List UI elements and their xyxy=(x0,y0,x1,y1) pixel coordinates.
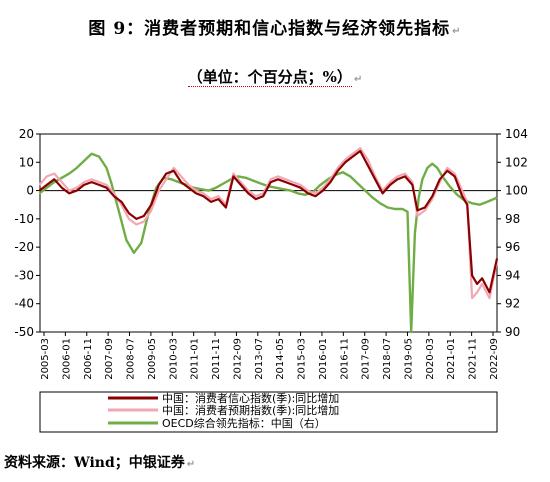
x-tick-label: 2006-01 xyxy=(61,338,72,380)
legend-label-consumer-confidence: 中国：消费者信心指数(季):同比增加 xyxy=(162,391,339,405)
x-tick-label: 2017-09 xyxy=(361,338,372,380)
series-group xyxy=(38,147,499,334)
right-tick-label: 98 xyxy=(505,212,520,226)
x-tick-label: 2021-11 xyxy=(468,338,479,380)
right-tick-label: 92 xyxy=(505,297,520,311)
x-tick-label: 2021-01 xyxy=(446,338,457,380)
chart-subtitle: （单位：个百分点；%） ↵ xyxy=(187,68,363,87)
x-tick-label: 2012-09 xyxy=(232,338,243,380)
right-axis: 104 102 100 98 96 94 92 90 xyxy=(497,127,528,339)
left-axis: 20 10 0 -10 -20 -30 -40 -50 xyxy=(14,127,40,339)
right-tick-label: 100 xyxy=(505,184,528,198)
x-tick-label: 2010-03 xyxy=(168,338,179,380)
left-tick-label: -20 xyxy=(14,240,34,254)
left-tick-label: -30 xyxy=(14,268,34,282)
x-tick-label: 2009-05 xyxy=(147,338,158,380)
x-tick-label: 2014-05 xyxy=(275,338,286,380)
plot-frame xyxy=(39,133,498,333)
left-tick-label: 20 xyxy=(19,127,34,141)
legend-label-consumer-expectation: 中国：消费者预期指数(季):同比增加 xyxy=(162,403,339,417)
x-axis: 2005-03 2006-01 2006-11 2007-09 2008-07 2009-… xyxy=(40,332,500,380)
right-tick-label: 90 xyxy=(505,325,520,339)
x-tick-label: 2016-11 xyxy=(339,338,350,380)
x-tick-label: 2011-01 xyxy=(190,338,201,380)
x-tick-label: 2015-03 xyxy=(297,338,308,380)
x-tick-label: 2006-11 xyxy=(83,338,94,380)
left-tick-label: -10 xyxy=(14,212,34,226)
x-tick-label: 2008-07 xyxy=(126,338,137,380)
x-tick-label: 2020-03 xyxy=(425,338,436,380)
left-tick-label: 10 xyxy=(19,155,34,169)
x-tick-label: 2013-07 xyxy=(254,338,265,380)
right-tick-label: 96 xyxy=(505,240,520,254)
right-tick-label: 94 xyxy=(505,268,520,282)
left-tick-label: -50 xyxy=(14,325,34,339)
series-line-oecd-cli xyxy=(38,152,498,334)
x-tick-label: 2019-05 xyxy=(403,338,414,380)
left-tick-label: 0 xyxy=(26,184,34,198)
x-tick-label: 2011-11 xyxy=(211,338,222,380)
x-tick-label: 2018-07 xyxy=(382,338,393,380)
right-tick-label: 102 xyxy=(505,155,528,169)
legend-box xyxy=(39,391,498,433)
chart-title: 图 9：消费者预期和信心指数与经济领先指标 ↵ xyxy=(88,19,462,39)
left-tick-label: -40 xyxy=(14,297,34,311)
series-line-consumer-confidence xyxy=(38,149,499,294)
x-tick-label: 2016-01 xyxy=(318,338,329,380)
legend-label-oecd-cli: OECD综合领先指标：中国（右） xyxy=(162,416,326,430)
x-tick-label: 2007-09 xyxy=(104,338,115,380)
right-tick-label: 104 xyxy=(505,127,528,141)
x-tick-label: 2022-09 xyxy=(489,338,500,380)
x-tick-label: 2005-03 xyxy=(40,338,51,380)
source-note: 资料来源：Wind；中银证券 ↵ xyxy=(4,455,196,471)
